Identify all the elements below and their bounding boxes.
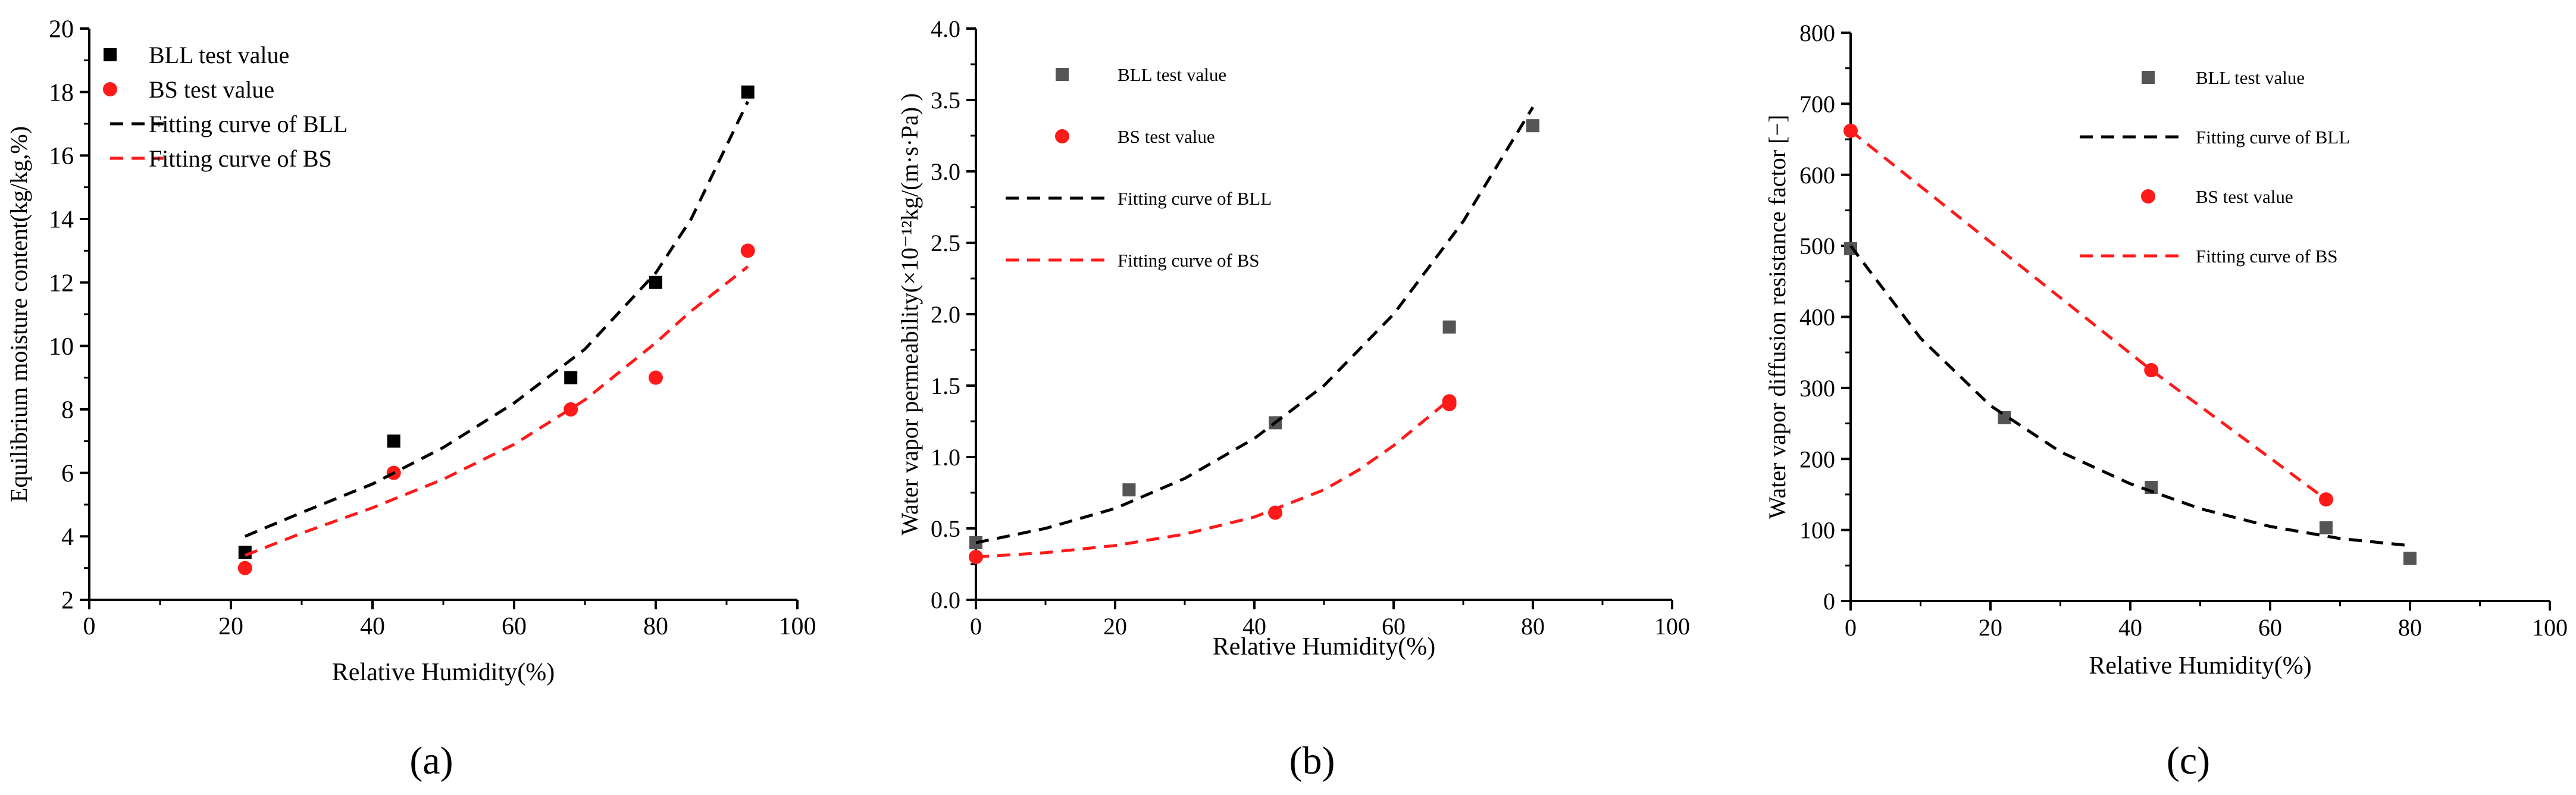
x-tick-label: 100 <box>2532 614 2568 641</box>
data-point-bll <box>1526 119 1539 133</box>
data-point-bs <box>649 370 663 385</box>
legend: BLL test value Fitting curve of BLL BS tes… <box>2080 67 2350 267</box>
y-tick-label: 2.5 <box>931 230 960 256</box>
panel-b: 0 20 40 60 80 100 0.0 0.5 1.0 1.5 2.0 2.5 3.0 3.5 4.0 R… <box>896 15 1690 783</box>
x-axis-title: Relative Humidity(%) <box>2089 652 2311 680</box>
data-point-bll <box>2403 552 2417 565</box>
panel-label: (b) <box>1289 739 1335 783</box>
y-tick-label: 3.5 <box>931 87 960 114</box>
y-tick-label: 300 <box>1799 375 1835 402</box>
legend-label: BS test value <box>1118 126 1215 147</box>
legend-label: Fitting curve of BLL <box>2196 127 2350 148</box>
legend-marker-circle <box>2141 189 2155 204</box>
panel-a: 0 20 40 60 80 100 2 4 6 8 10 12 14 16 18 20 Relative Hum… <box>5 16 816 783</box>
y-tick-label: 8 <box>61 397 74 424</box>
data-point-bs <box>237 561 252 575</box>
legend-marker-square <box>1056 68 1069 81</box>
x-tick-label: 100 <box>779 613 816 640</box>
y-tick-label: 2 <box>61 587 74 615</box>
y-tick-label: 0.5 <box>931 515 960 542</box>
x-tick-label: 20 <box>1979 614 2002 641</box>
fit-curve-fitting-curve-of-bs <box>244 265 749 557</box>
y-tick-label: 10 <box>49 333 74 361</box>
x-tick-label: 60 <box>2258 614 2282 641</box>
x-tick-label: 40 <box>360 613 385 640</box>
y-tick-label: 700 <box>1799 90 1835 117</box>
y-tick-label: 1.0 <box>931 444 960 471</box>
legend: BLL test value BS test value Fitting curve… <box>103 42 348 172</box>
x-tick-label: 0 <box>83 613 96 640</box>
x-tick-label: 80 <box>2398 614 2422 641</box>
y-tick-label: 0.0 <box>931 587 960 614</box>
y-tick-label: 18 <box>49 79 74 107</box>
fit-curve-fitting-curve-of-bll <box>1849 245 2411 547</box>
legend-label: BS test value <box>2196 186 2293 207</box>
y-tick-label: 600 <box>1799 162 1835 189</box>
x-tick-label: 20 <box>218 613 243 640</box>
data-point-bs <box>1442 394 1457 409</box>
data-point-bll <box>741 85 755 99</box>
legend: BLL test value BS test value Fitting curve… <box>1006 64 1272 271</box>
data-point-bs <box>564 402 578 417</box>
x-tick-label: 40 <box>2118 614 2142 641</box>
panel-label: (c) <box>2167 739 2210 783</box>
fit-curve-fitting-curve-of-bs <box>975 399 1451 559</box>
x-tick-label: 80 <box>1521 613 1545 640</box>
legend-label: BS test value <box>149 76 274 103</box>
x-tick-label: 40 <box>1242 613 1266 640</box>
legend-label: Fitting curve of BS <box>1118 250 1260 271</box>
y-tick-label: 12 <box>49 270 74 297</box>
data-point-bll <box>387 434 400 448</box>
data-point-bll <box>2320 521 2333 535</box>
legend-marker-circle <box>1055 129 1069 143</box>
y-axis-title: Equilibrium moisture content(kg/kg,%) <box>5 126 32 502</box>
y-tick-label: 1.5 <box>931 373 960 399</box>
x-axis-title: Relative Humidity(%) <box>1213 633 1435 661</box>
x-tick-label: 0 <box>1845 614 1857 641</box>
fit-curve-fitting-curve-of-bll <box>975 106 1535 544</box>
y-tick-label: 500 <box>1799 233 1835 259</box>
legend-marker-square <box>104 48 117 61</box>
legend-label: Fitting curve of BLL <box>1118 188 1272 209</box>
x-tick-label: 20 <box>1103 613 1127 640</box>
data-point-bs <box>740 243 755 258</box>
legend-label: BLL test value <box>1118 64 1226 85</box>
legend-label: BLL test value <box>149 42 289 68</box>
y-tick-label: 4 <box>61 524 74 551</box>
data-point-bll <box>649 276 662 289</box>
y-axis-title: Water vapor diffusion resistance factor … <box>1764 115 1791 519</box>
y-tick-label: 800 <box>1799 20 1835 46</box>
x-tick-label: 60 <box>1382 613 1406 640</box>
data-point-bll <box>1442 320 1456 334</box>
panel-c: 0 20 40 60 80 100 0 100 200 300 400 500 600 700 800 Rel… <box>1764 20 2568 783</box>
x-tick-label: 80 <box>643 613 668 640</box>
data-point-bll <box>1122 483 1136 497</box>
legend-marker-square <box>2142 71 2155 84</box>
y-tick-label: 100 <box>1799 517 1835 544</box>
panel-label: (a) <box>409 739 453 783</box>
y-tick-label: 400 <box>1799 304 1835 331</box>
legend-label: BLL test value <box>2196 67 2305 88</box>
y-tick-label: 2.0 <box>931 301 960 328</box>
data-point-bll <box>564 371 578 384</box>
y-axis-title: Water vapor permeability(×10⁻¹²kg/(m·s·P… <box>896 93 923 535</box>
legend-label: Fitting curve of BS <box>2196 246 2338 267</box>
x-tick-label: 100 <box>1654 613 1690 640</box>
legend-label: Fitting curve of BS <box>149 145 332 172</box>
y-tick-label: 200 <box>1799 446 1835 472</box>
y-tick-label: 6 <box>61 460 74 487</box>
legend-marker-circle <box>103 82 117 96</box>
legend-label: Fitting curve of BLL <box>149 111 348 137</box>
x-tick-label: 60 <box>502 613 527 640</box>
y-tick-label: 3.0 <box>931 158 960 185</box>
x-tick-label: 0 <box>970 613 982 640</box>
y-tick-label: 14 <box>49 206 74 234</box>
fit-curve-fitting-curve-of-bll <box>244 101 749 538</box>
y-tick-label: 0 <box>1823 588 1835 615</box>
x-axis-title: Relative Humidity(%) <box>332 659 555 686</box>
y-tick-label: 4.0 <box>931 15 960 42</box>
y-tick-label: 20 <box>49 16 74 43</box>
y-tick-label: 16 <box>49 143 74 170</box>
